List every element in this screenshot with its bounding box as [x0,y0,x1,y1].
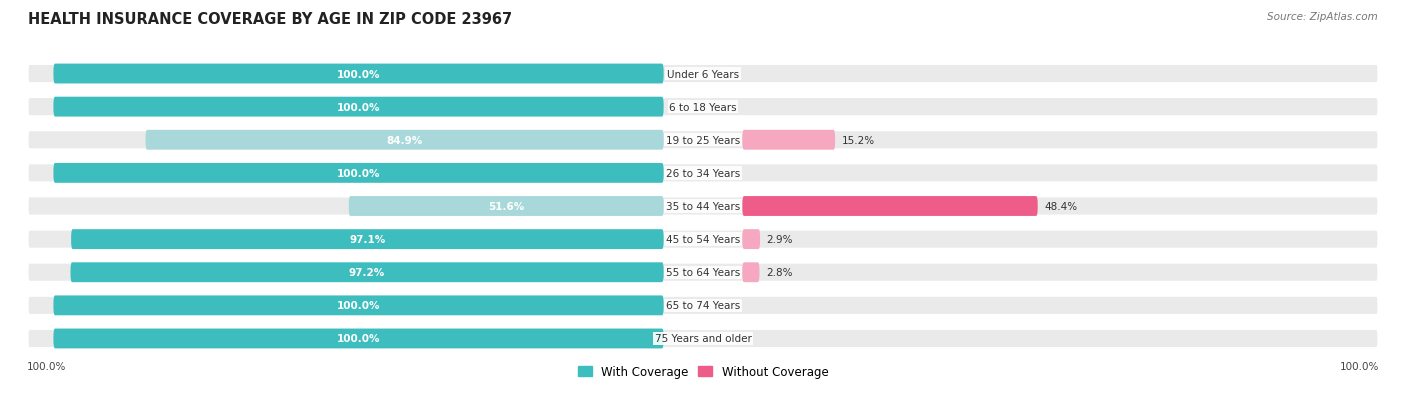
Text: 6 to 18 Years: 6 to 18 Years [669,102,737,112]
Text: 100.0%: 100.0% [337,169,380,178]
FancyBboxPatch shape [742,197,1038,216]
FancyBboxPatch shape [27,164,1379,183]
FancyBboxPatch shape [70,263,664,282]
FancyBboxPatch shape [27,263,1379,282]
Text: 35 to 44 Years: 35 to 44 Years [666,202,740,211]
Text: 97.2%: 97.2% [349,268,385,278]
FancyBboxPatch shape [53,64,664,84]
FancyBboxPatch shape [27,296,1379,316]
Text: 15.2%: 15.2% [842,135,875,145]
Text: 100.0%: 100.0% [337,102,380,112]
Text: 100.0%: 100.0% [337,301,380,311]
Text: 100.0%: 100.0% [337,334,380,344]
FancyBboxPatch shape [27,230,1379,249]
FancyBboxPatch shape [146,131,664,150]
Text: HEALTH INSURANCE COVERAGE BY AGE IN ZIP CODE 23967: HEALTH INSURANCE COVERAGE BY AGE IN ZIP … [28,12,512,27]
Text: 45 to 54 Years: 45 to 54 Years [666,235,740,244]
FancyBboxPatch shape [53,97,664,117]
Text: 100.0%: 100.0% [337,69,380,79]
FancyBboxPatch shape [53,329,664,349]
FancyBboxPatch shape [27,197,1379,216]
Legend: With Coverage, Without Coverage: With Coverage, Without Coverage [572,360,834,383]
Text: 48.4%: 48.4% [1045,202,1077,211]
FancyBboxPatch shape [27,64,1379,84]
FancyBboxPatch shape [27,329,1379,349]
FancyBboxPatch shape [27,131,1379,150]
FancyBboxPatch shape [53,164,664,183]
FancyBboxPatch shape [742,263,759,282]
Text: 26 to 34 Years: 26 to 34 Years [666,169,740,178]
Text: 2.9%: 2.9% [766,235,793,244]
Text: 65 to 74 Years: 65 to 74 Years [666,301,740,311]
Text: 84.9%: 84.9% [387,135,423,145]
Text: 2.8%: 2.8% [766,268,793,278]
FancyBboxPatch shape [53,296,664,316]
Text: 51.6%: 51.6% [488,202,524,211]
FancyBboxPatch shape [72,230,664,249]
Text: 100.0%: 100.0% [1340,361,1379,371]
FancyBboxPatch shape [742,131,835,150]
Text: 75 Years and older: 75 Years and older [655,334,751,344]
Text: Under 6 Years: Under 6 Years [666,69,740,79]
FancyBboxPatch shape [742,230,761,249]
Text: 55 to 64 Years: 55 to 64 Years [666,268,740,278]
Text: 19 to 25 Years: 19 to 25 Years [666,135,740,145]
FancyBboxPatch shape [27,97,1379,117]
FancyBboxPatch shape [349,197,664,216]
Text: Source: ZipAtlas.com: Source: ZipAtlas.com [1267,12,1378,22]
Text: 97.1%: 97.1% [349,235,385,244]
Text: 100.0%: 100.0% [27,361,66,371]
